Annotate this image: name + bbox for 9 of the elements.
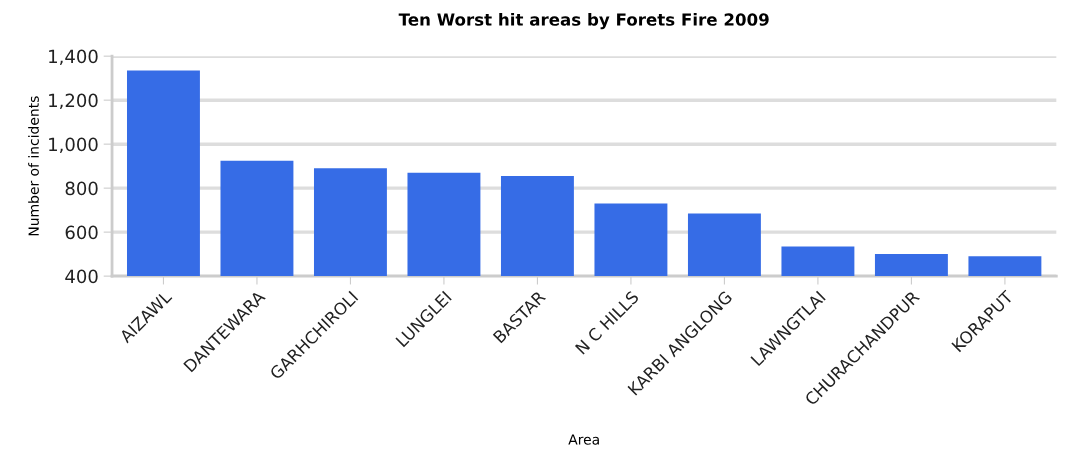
y-tick-label: 1,000: [49, 137, 98, 154]
y-tick-label: 600: [65, 225, 98, 240]
x-axis-title: Area: [568, 434, 599, 445]
y-tick-label: 800: [65, 181, 98, 196]
y-tick-label: 1,400: [49, 49, 98, 66]
y-axis-title: Number of incidents: [28, 96, 39, 236]
chart-title: Ten Worst hit areas by Forets Fire 2009: [398, 12, 769, 30]
y-tick-label: 1,200: [49, 93, 98, 110]
y-tick-label: 400: [65, 269, 98, 284]
